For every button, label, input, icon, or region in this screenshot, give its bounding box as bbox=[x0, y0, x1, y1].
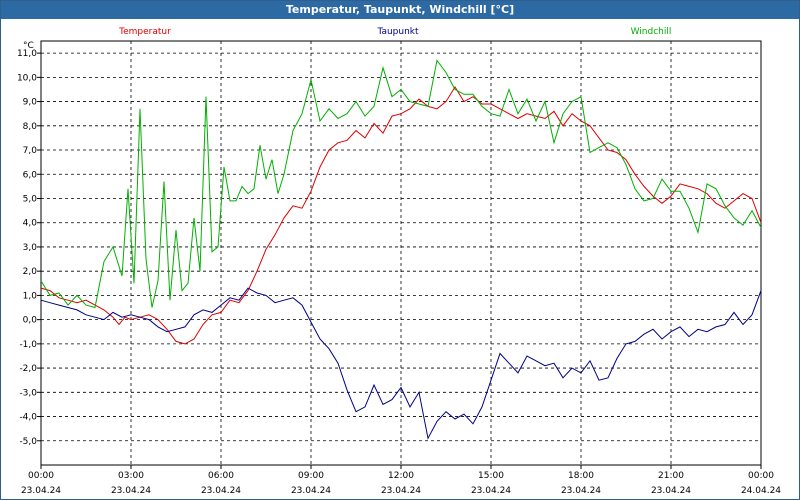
x-tick-time: 03:00 bbox=[118, 471, 144, 481]
window-title: Temperatur, Taupunkt, Windchill [°C] bbox=[1, 1, 799, 19]
y-tick-label: -2,0 bbox=[19, 364, 37, 374]
legend: Temperatur Taupunkt Windchill bbox=[118, 27, 671, 37]
x-axis: 00:00 23.04.24 03:00 23.04.24 06:00 23.04.24 0… bbox=[21, 465, 781, 496]
x-tick-date: 23.04.24 bbox=[561, 486, 601, 496]
y-tick-label: 11,0 bbox=[17, 49, 37, 59]
x-tick-date: 23.04.24 bbox=[111, 486, 151, 496]
series-line-temperatur bbox=[40, 86, 762, 345]
y-tick-label: -5,0 bbox=[19, 437, 37, 447]
y-tick-label: 5,0 bbox=[23, 194, 38, 204]
y-tick-label: -4,0 bbox=[19, 413, 37, 423]
y-tick-label: -3,0 bbox=[19, 388, 37, 398]
y-tick-label: 7,0 bbox=[23, 146, 38, 156]
x-tick-time: 00:00 bbox=[748, 471, 774, 481]
series-line-windchill bbox=[40, 59, 762, 309]
y-tick-label: -1,0 bbox=[19, 340, 37, 350]
legend-windchill: Windchill bbox=[631, 27, 672, 37]
x-tick-time: 00:00 bbox=[28, 471, 54, 481]
series-lines bbox=[40, 59, 762, 440]
series-line-taupunkt bbox=[40, 287, 762, 440]
x-tick-date: 23.04.24 bbox=[651, 486, 691, 496]
grid bbox=[41, 41, 761, 465]
x-tick-time: 21:00 bbox=[658, 471, 684, 481]
x-tick-date: 23.04.24 bbox=[381, 486, 421, 496]
x-tick-time: 18:00 bbox=[568, 471, 594, 481]
y-tick-label: 4,0 bbox=[23, 219, 38, 229]
x-tick-time: 09:00 bbox=[298, 471, 324, 481]
x-tick-time: 06:00 bbox=[208, 471, 234, 481]
legend-taupunkt: Taupunkt bbox=[376, 27, 419, 37]
y-tick-label: 0,0 bbox=[23, 316, 38, 326]
y-tick-label: 3,0 bbox=[23, 243, 38, 253]
legend-temperatur: Temperatur bbox=[118, 27, 171, 37]
x-tick-date: 24.04.24 bbox=[741, 486, 781, 496]
y-tick-label: 6,0 bbox=[23, 170, 38, 180]
y-tick-label: 1,0 bbox=[23, 291, 38, 301]
y-tick-label: 10,0 bbox=[17, 73, 37, 83]
x-tick-date: 23.04.24 bbox=[291, 486, 331, 496]
x-tick-time: 15:00 bbox=[478, 471, 504, 481]
y-axis-label: °C bbox=[23, 41, 34, 51]
y-tick-label: 2,0 bbox=[23, 267, 38, 277]
y-tick-label: 9,0 bbox=[23, 98, 38, 108]
x-tick-time: 12:00 bbox=[388, 471, 414, 481]
x-tick-date: 23.04.24 bbox=[471, 486, 511, 496]
x-tick-date: 23.04.24 bbox=[201, 486, 241, 496]
y-tick-label: 8,0 bbox=[23, 122, 38, 132]
y-axis: 11,0 10,0 9,0 8,0 7,0 6,0 5,0 4,0 3,0 2,0 1,0 0,0 -1… bbox=[17, 49, 41, 447]
x-tick-date: 23.04.24 bbox=[21, 486, 61, 496]
